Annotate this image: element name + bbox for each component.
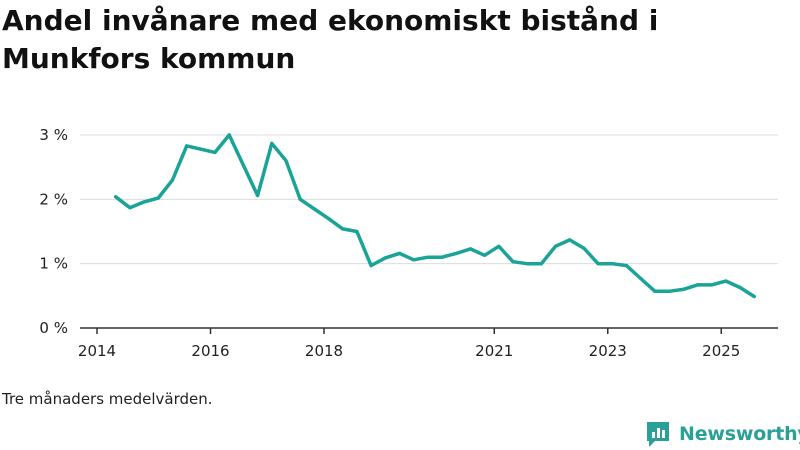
data-point: [426, 255, 430, 259]
data-point: [483, 253, 487, 257]
brand-name: Newsworthy: [679, 423, 800, 445]
y-tick-label: 3 %: [39, 126, 68, 144]
data-point: [539, 262, 543, 266]
data-point: [114, 195, 118, 199]
data-point: [568, 238, 572, 242]
data-point: [710, 283, 714, 287]
data-point: [610, 262, 614, 266]
data-point: [497, 244, 501, 248]
data-point: [326, 217, 331, 221]
brand-logo: Newsworthy: [643, 419, 800, 449]
data-point: [695, 283, 700, 287]
data-point: [440, 255, 444, 259]
x-tick-label: 2018: [305, 342, 343, 360]
data-point: [724, 279, 728, 283]
data-point: [752, 294, 756, 299]
data-points: [114, 133, 756, 299]
y-tick-label: 0 %: [39, 319, 68, 337]
x-tick-label: 2023: [589, 342, 627, 360]
data-point: [199, 147, 203, 151]
chart-title: Andel invånare med ekonomiskt bistånd i …: [2, 4, 659, 75]
data-point: [667, 289, 671, 293]
x-tick-label: 2016: [191, 342, 229, 360]
data-point: [383, 256, 387, 260]
data-point: [454, 251, 458, 255]
data-point: [397, 251, 402, 255]
data-point: [653, 289, 657, 293]
data-point: [738, 285, 742, 290]
data-point: [341, 227, 345, 231]
y-axis: 0 % 1 % 2 % 3 %: [39, 126, 68, 337]
data-point: [241, 163, 246, 167]
data-point: [213, 150, 217, 154]
data-point: [369, 263, 373, 268]
data-point: [468, 247, 473, 251]
data-point: [270, 141, 274, 145]
newsworthy-logo-icon: [647, 422, 669, 447]
y-gridlines: [80, 134, 778, 265]
data-point: [525, 262, 529, 266]
data-point: [639, 276, 643, 281]
series-line: [113, 133, 756, 299]
y-tick-label: 1 %: [39, 255, 68, 273]
data-point: [142, 200, 146, 204]
data-point: [553, 244, 558, 248]
x-tick-label: 2021: [475, 342, 513, 360]
x-tick-label: 2014: [78, 342, 116, 360]
data-point: [355, 229, 359, 234]
y-tick-label: 2 %: [39, 190, 68, 208]
data-point: [298, 197, 302, 201]
data-point: [156, 196, 160, 200]
data-point: [284, 159, 288, 163]
chart-note: Tre månaders medelvärden.: [2, 390, 213, 408]
data-point: [170, 178, 175, 182]
data-point: [227, 133, 231, 137]
x-axis: 2014 2016 2018 2021 2023 2025: [78, 328, 740, 360]
data-point: [412, 258, 416, 262]
data-point: [128, 206, 132, 210]
data-point: [596, 262, 600, 266]
data-point: [681, 287, 685, 291]
data-point: [256, 193, 260, 198]
data-point: [312, 207, 316, 211]
data-point: [185, 144, 189, 148]
data-point: [582, 246, 586, 250]
x-tick-label: 2025: [702, 342, 740, 360]
data-point: [624, 263, 629, 268]
data-point: [511, 260, 515, 264]
